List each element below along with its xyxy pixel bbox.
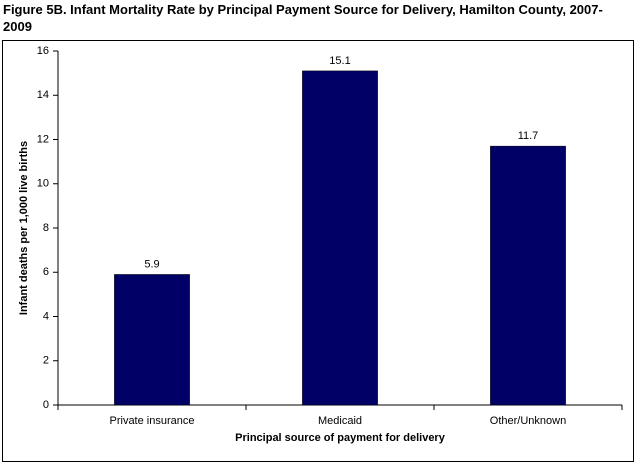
y-tick-label: 6 <box>43 266 49 278</box>
y-tick-label: 12 <box>37 133 49 145</box>
x-axis-title: Principal source of payment for delivery <box>235 432 446 444</box>
x-tick-label: Other/Unknown <box>490 415 566 427</box>
data-label: 15.1 <box>329 55 350 67</box>
y-tick-label: 4 <box>43 310 49 322</box>
chart-title: Figure 5B. Infant Mortality Rate by Prin… <box>3 2 603 34</box>
y-tick-label: 10 <box>37 178 49 190</box>
bar <box>490 145 566 406</box>
y-tick-label: 0 <box>43 399 49 411</box>
x-tick-label: Medicaid <box>318 415 362 427</box>
y-tick-label: 16 <box>37 45 49 57</box>
x-tick-label: Private insurance <box>110 415 195 427</box>
y-tick-label: 14 <box>37 89 49 101</box>
bar <box>302 70 378 406</box>
y-tick-label: 8 <box>43 222 49 234</box>
data-label: 5.9 <box>144 258 159 270</box>
data-label: 11.7 <box>518 130 539 142</box>
y-axis-title: Infant deaths per 1,000 live births <box>18 141 30 315</box>
bar <box>114 274 190 406</box>
y-tick-label: 2 <box>43 355 49 367</box>
